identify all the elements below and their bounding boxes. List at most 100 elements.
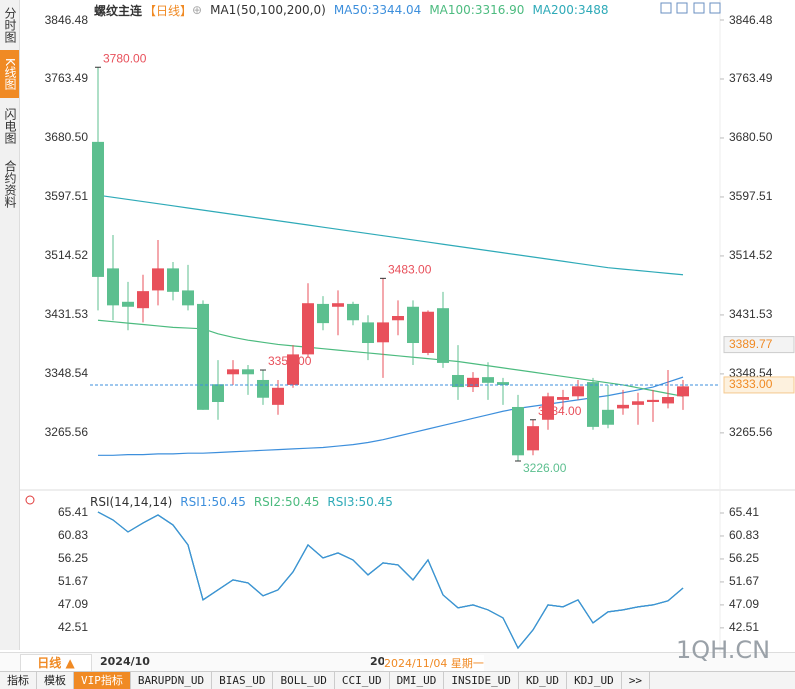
candle-body xyxy=(92,141,104,277)
candle-body xyxy=(617,404,629,409)
candle-body xyxy=(212,384,224,403)
tab[interactable]: DMI_UD xyxy=(390,672,445,689)
symbol: 螺纹主连 xyxy=(94,3,143,18)
side-tab-active[interactable]: K线图 xyxy=(0,50,19,98)
legend-entry: MA50:3344.04 xyxy=(333,3,422,17)
tab[interactable]: BIAS_UD xyxy=(212,672,274,689)
side-tab[interactable]: 闪电图 xyxy=(3,108,17,144)
tab[interactable]: VIP指标 xyxy=(74,672,131,689)
sidebar: 分时图 K线图 闪电图 合约资料 xyxy=(0,0,20,650)
y-tick-label-right: 3514.52 xyxy=(729,248,773,262)
candle-body xyxy=(167,268,179,292)
candle-body xyxy=(602,409,614,425)
annotation-label: 3483.00 xyxy=(388,263,432,277)
y-tick-label-right: 3846.48 xyxy=(729,13,773,27)
period[interactable]: 【日线】 xyxy=(144,3,193,18)
candle-body xyxy=(572,386,584,397)
tab[interactable]: BOLL_UD xyxy=(273,672,335,689)
candle-body xyxy=(287,354,299,385)
y-tick-label: 60.83 xyxy=(58,528,88,542)
candle-body xyxy=(482,377,494,383)
legend-entry: MA100:3316.90 xyxy=(429,3,525,17)
ma-line xyxy=(97,194,684,276)
candle-body xyxy=(497,382,509,385)
y-tick-label-right: 42.51 xyxy=(729,620,759,634)
candle-body xyxy=(227,369,239,375)
tab[interactable]: >> xyxy=(622,672,651,689)
tab[interactable]: INSIDE_UD xyxy=(444,672,519,689)
add-icon[interactable]: ⊕ xyxy=(192,3,203,17)
annotation-label: 3780.00 xyxy=(103,51,147,65)
last-price-box xyxy=(723,376,795,394)
candle-body xyxy=(647,399,659,403)
annotation-label: 3284.00 xyxy=(538,404,582,418)
candle-body xyxy=(587,382,599,427)
y-tick-label: 3265.56 xyxy=(45,425,89,439)
candle-body xyxy=(122,301,134,307)
legend-entry: MA200:3488 xyxy=(532,3,609,17)
candle-body xyxy=(197,303,209,410)
icon[interactable] xyxy=(676,2,688,14)
y-tick-label: 3763.49 xyxy=(45,71,89,85)
indicator[interactable]: MA1(50,100,200,0) xyxy=(210,3,326,17)
legend-entry: RSI2:50.45 xyxy=(253,495,320,509)
candle-body xyxy=(662,397,674,404)
annotation-label: 3354.00 xyxy=(268,354,312,368)
y-tick-label: 3348.54 xyxy=(45,366,89,380)
candle-body xyxy=(557,397,569,400)
candle-body xyxy=(347,303,359,321)
candle-body xyxy=(677,386,689,397)
rsi-line xyxy=(97,511,684,650)
rsi-title: RSI(14,14,14) xyxy=(90,495,173,509)
y-tick-label: 47.09 xyxy=(58,597,88,611)
candle-body xyxy=(422,311,434,353)
marker-price-box xyxy=(723,336,795,354)
y-tick-label: 3514.52 xyxy=(45,248,89,262)
y-tick-label-right: 65.41 xyxy=(729,505,759,519)
candle-body xyxy=(182,290,194,306)
candle-body xyxy=(362,322,374,344)
candle-body xyxy=(137,291,149,309)
tab[interactable]: BARUPDN_UD xyxy=(131,672,213,689)
annotation-label: 3226.00 xyxy=(523,461,567,475)
tab[interactable]: CCI_UD xyxy=(335,672,390,689)
candle-body xyxy=(107,268,119,306)
x-label: 20 xyxy=(370,655,386,668)
icon[interactable] xyxy=(709,2,721,14)
icon[interactable] xyxy=(660,2,672,14)
y-tick-label-right: 3431.53 xyxy=(729,307,773,321)
tab[interactable]: KDJ_UD xyxy=(567,672,622,689)
legend-entry: RSI1:50.45 xyxy=(180,495,246,509)
candle-body xyxy=(152,268,164,291)
tab[interactable]: KD_UD xyxy=(519,672,568,689)
period-button[interactable]: 日线 ▲ xyxy=(20,654,92,672)
candle-body xyxy=(392,316,404,321)
tab[interactable]: 指标 xyxy=(0,672,37,689)
tab[interactable]: 模板 xyxy=(37,672,74,689)
y-tick-label: 3680.50 xyxy=(45,130,89,144)
candle-body xyxy=(377,322,389,343)
x-label: 2024/10 xyxy=(100,655,150,668)
candle-body xyxy=(317,303,329,324)
candle-body xyxy=(257,379,269,398)
ma-line xyxy=(98,376,684,456)
rsi-line xyxy=(97,511,684,650)
candle-body xyxy=(242,369,254,375)
y-tick-label-right: 3265.56 xyxy=(729,425,773,439)
crosshair-date: 2024/11/04 星期一 xyxy=(384,655,484,671)
candle-body xyxy=(467,377,479,388)
side-tab[interactable]: 分时图 xyxy=(3,7,17,43)
candle-body xyxy=(407,306,419,344)
icon[interactable] xyxy=(693,2,705,14)
side-tab[interactable]: 合约资料 xyxy=(3,160,17,208)
watermark: 1QH.CN xyxy=(676,636,771,664)
y-tick-label: 65.41 xyxy=(58,505,88,519)
y-tick-label-right: 51.67 xyxy=(729,574,759,588)
marker-price-label: 3389.77 xyxy=(729,337,773,351)
legend-entry: RSI3:50.45 xyxy=(327,495,393,509)
y-tick-label: 42.51 xyxy=(58,620,88,634)
y-tick-label: 3431.53 xyxy=(45,307,89,321)
rsi-icon[interactable] xyxy=(25,495,35,505)
y-tick-label: 56.25 xyxy=(58,551,88,565)
